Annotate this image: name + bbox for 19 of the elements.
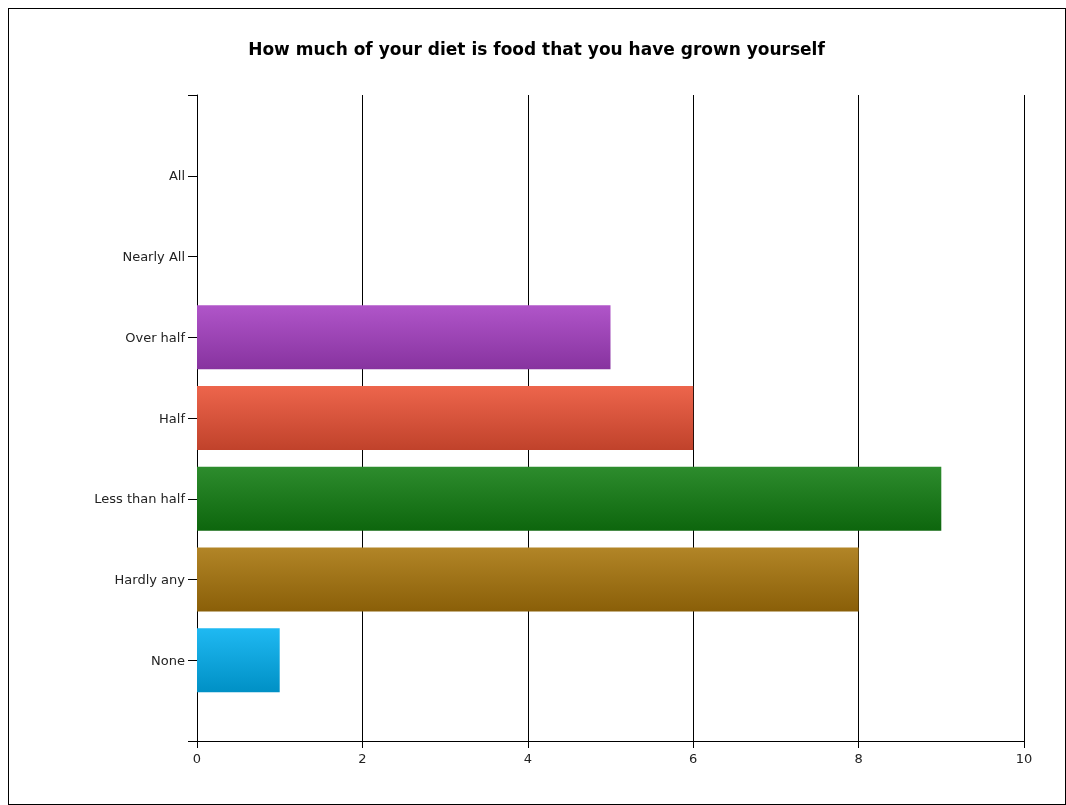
- x-tick-label: 10: [1015, 751, 1033, 766]
- y-tick-label: Half: [159, 410, 186, 426]
- y-tick-label: Less than half: [94, 491, 186, 507]
- y-tick-label: Hardly any: [114, 572, 186, 587]
- y-tick-label: All: [168, 168, 185, 184]
- bar: [197, 547, 859, 612]
- y-tick-label: Nearly All: [122, 249, 185, 264]
- x-tick-label: 4: [523, 751, 532, 766]
- bar: [197, 305, 611, 370]
- x-tick-label: 8: [854, 751, 863, 766]
- x-tick-label: 6: [689, 751, 698, 766]
- chart-title: How much of your diet is food that you have grown yourself: [248, 38, 826, 59]
- bar: [197, 628, 280, 693]
- y-tick-label: Over half: [125, 329, 186, 345]
- x-tick-label: 0: [192, 751, 202, 766]
- bar: [197, 386, 694, 450]
- bar: [197, 466, 942, 531]
- y-tick-label: None: [151, 652, 185, 668]
- x-tick-label: 2: [358, 751, 367, 766]
